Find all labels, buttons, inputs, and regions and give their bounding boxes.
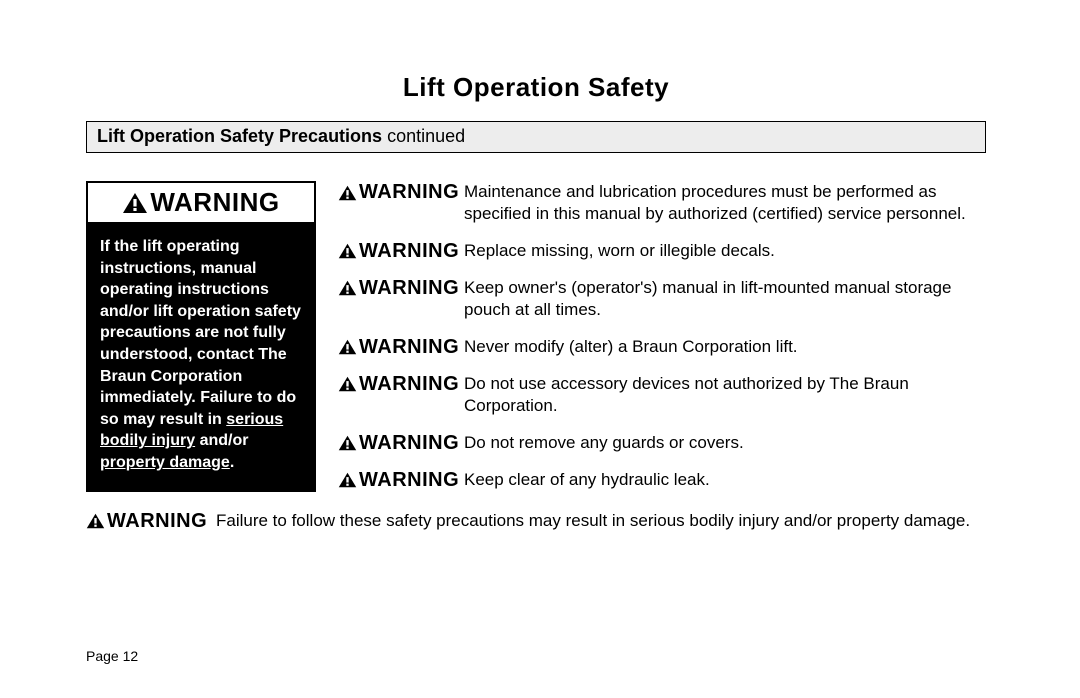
warning-word: WARNING <box>359 373 459 396</box>
warning-label-cell: WARNING <box>338 240 464 263</box>
page-number: Page 12 <box>86 648 138 664</box>
warning-triangle-icon <box>338 339 357 355</box>
warning-word: WARNING <box>359 469 459 492</box>
warning-row: WARNING Do not use accessory devices not… <box>338 373 986 418</box>
warning-label: WARNING <box>338 432 459 455</box>
warning-text: Replace missing, worn or illegible decal… <box>464 240 986 262</box>
subtitle-rest: continued <box>382 126 465 146</box>
warning-box-text: and/or <box>195 432 248 449</box>
warning-label: WARNING <box>338 373 459 396</box>
warning-word: WARNING <box>359 432 459 455</box>
warning-text: Do not remove any guards or covers. <box>464 432 986 454</box>
warning-word: WARNING <box>359 336 459 359</box>
warning-box-text: If the lift operating instructions, manu… <box>100 238 301 428</box>
warning-text: Never modify (alter) a Braun Corporation… <box>464 336 986 358</box>
warning-label-cell: WARNING <box>338 336 464 359</box>
warning-label-cell: WARNING <box>86 510 216 533</box>
warning-label: WARNING <box>338 240 459 263</box>
warning-label-cell: WARNING <box>338 469 464 492</box>
warning-label: WARNING <box>338 469 459 492</box>
warning-label-cell: WARNING <box>338 181 464 204</box>
warning-row: WARNING Do not remove any guards or cove… <box>338 432 986 455</box>
warning-row: WARNING Keep owner's (operator's) manual… <box>338 277 986 322</box>
warning-word: WARNING <box>150 187 279 218</box>
final-warning-text: Failure to follow these safety precautio… <box>216 510 986 533</box>
warning-row: WARNING Keep clear of any hydraulic leak… <box>338 469 986 492</box>
warning-text: Keep clear of any hydraulic leak. <box>464 469 986 491</box>
warning-text: Keep owner's (operator's) manual in lift… <box>464 277 986 322</box>
content-area: WARNING If the lift operating instructio… <box>86 181 986 492</box>
warning-triangle-icon <box>338 243 357 259</box>
warning-row: WARNING Maintenance and lubrication proc… <box>338 181 986 226</box>
warning-label: WARNING <box>86 510 207 533</box>
warning-label-cell: WARNING <box>338 432 464 455</box>
warning-label-cell: WARNING <box>338 373 464 396</box>
warning-list: WARNING Maintenance and lubrication proc… <box>338 181 986 492</box>
warning-word: WARNING <box>359 181 459 204</box>
warning-triangle-icon <box>338 185 357 201</box>
warning-label: WARNING <box>338 336 459 359</box>
warning-label: WARNING <box>338 277 459 300</box>
warning-triangle-icon <box>338 376 357 392</box>
warning-triangle-icon <box>86 513 105 529</box>
document-page: Lift Operation Safety Lift Operation Saf… <box>86 72 986 533</box>
warning-label-cell: WARNING <box>338 277 464 300</box>
warning-text: Maintenance and lubrication procedures m… <box>464 181 986 226</box>
warning-triangle-icon <box>122 192 148 214</box>
warning-text: Do not use accessory devices not authori… <box>464 373 986 418</box>
warning-word: WARNING <box>359 277 459 300</box>
subtitle-bold: Lift Operation Safety Precautions <box>97 126 382 146</box>
warning-word: WARNING <box>107 510 207 533</box>
subtitle-bar: Lift Operation Safety Precautions contin… <box>86 121 986 153</box>
warning-triangle-icon <box>338 280 357 296</box>
warning-label: WARNING <box>122 187 279 218</box>
warning-label: WARNING <box>338 181 459 204</box>
warning-box: WARNING If the lift operating instructio… <box>86 181 316 492</box>
page-title: Lift Operation Safety <box>86 72 986 103</box>
warning-word: WARNING <box>359 240 459 263</box>
warning-box-body: If the lift operating instructions, manu… <box>88 222 314 490</box>
warning-box-text: . <box>230 454 234 471</box>
warning-triangle-icon <box>338 435 357 451</box>
warning-box-underline: property damage <box>100 454 230 471</box>
warning-triangle-icon <box>338 472 357 488</box>
final-warning-row: WARNING Failure to follow these safety p… <box>86 510 986 533</box>
warning-box-header: WARNING <box>88 183 314 222</box>
warning-row: WARNING Replace missing, worn or illegib… <box>338 240 986 263</box>
warning-row: WARNING Never modify (alter) a Braun Cor… <box>338 336 986 359</box>
